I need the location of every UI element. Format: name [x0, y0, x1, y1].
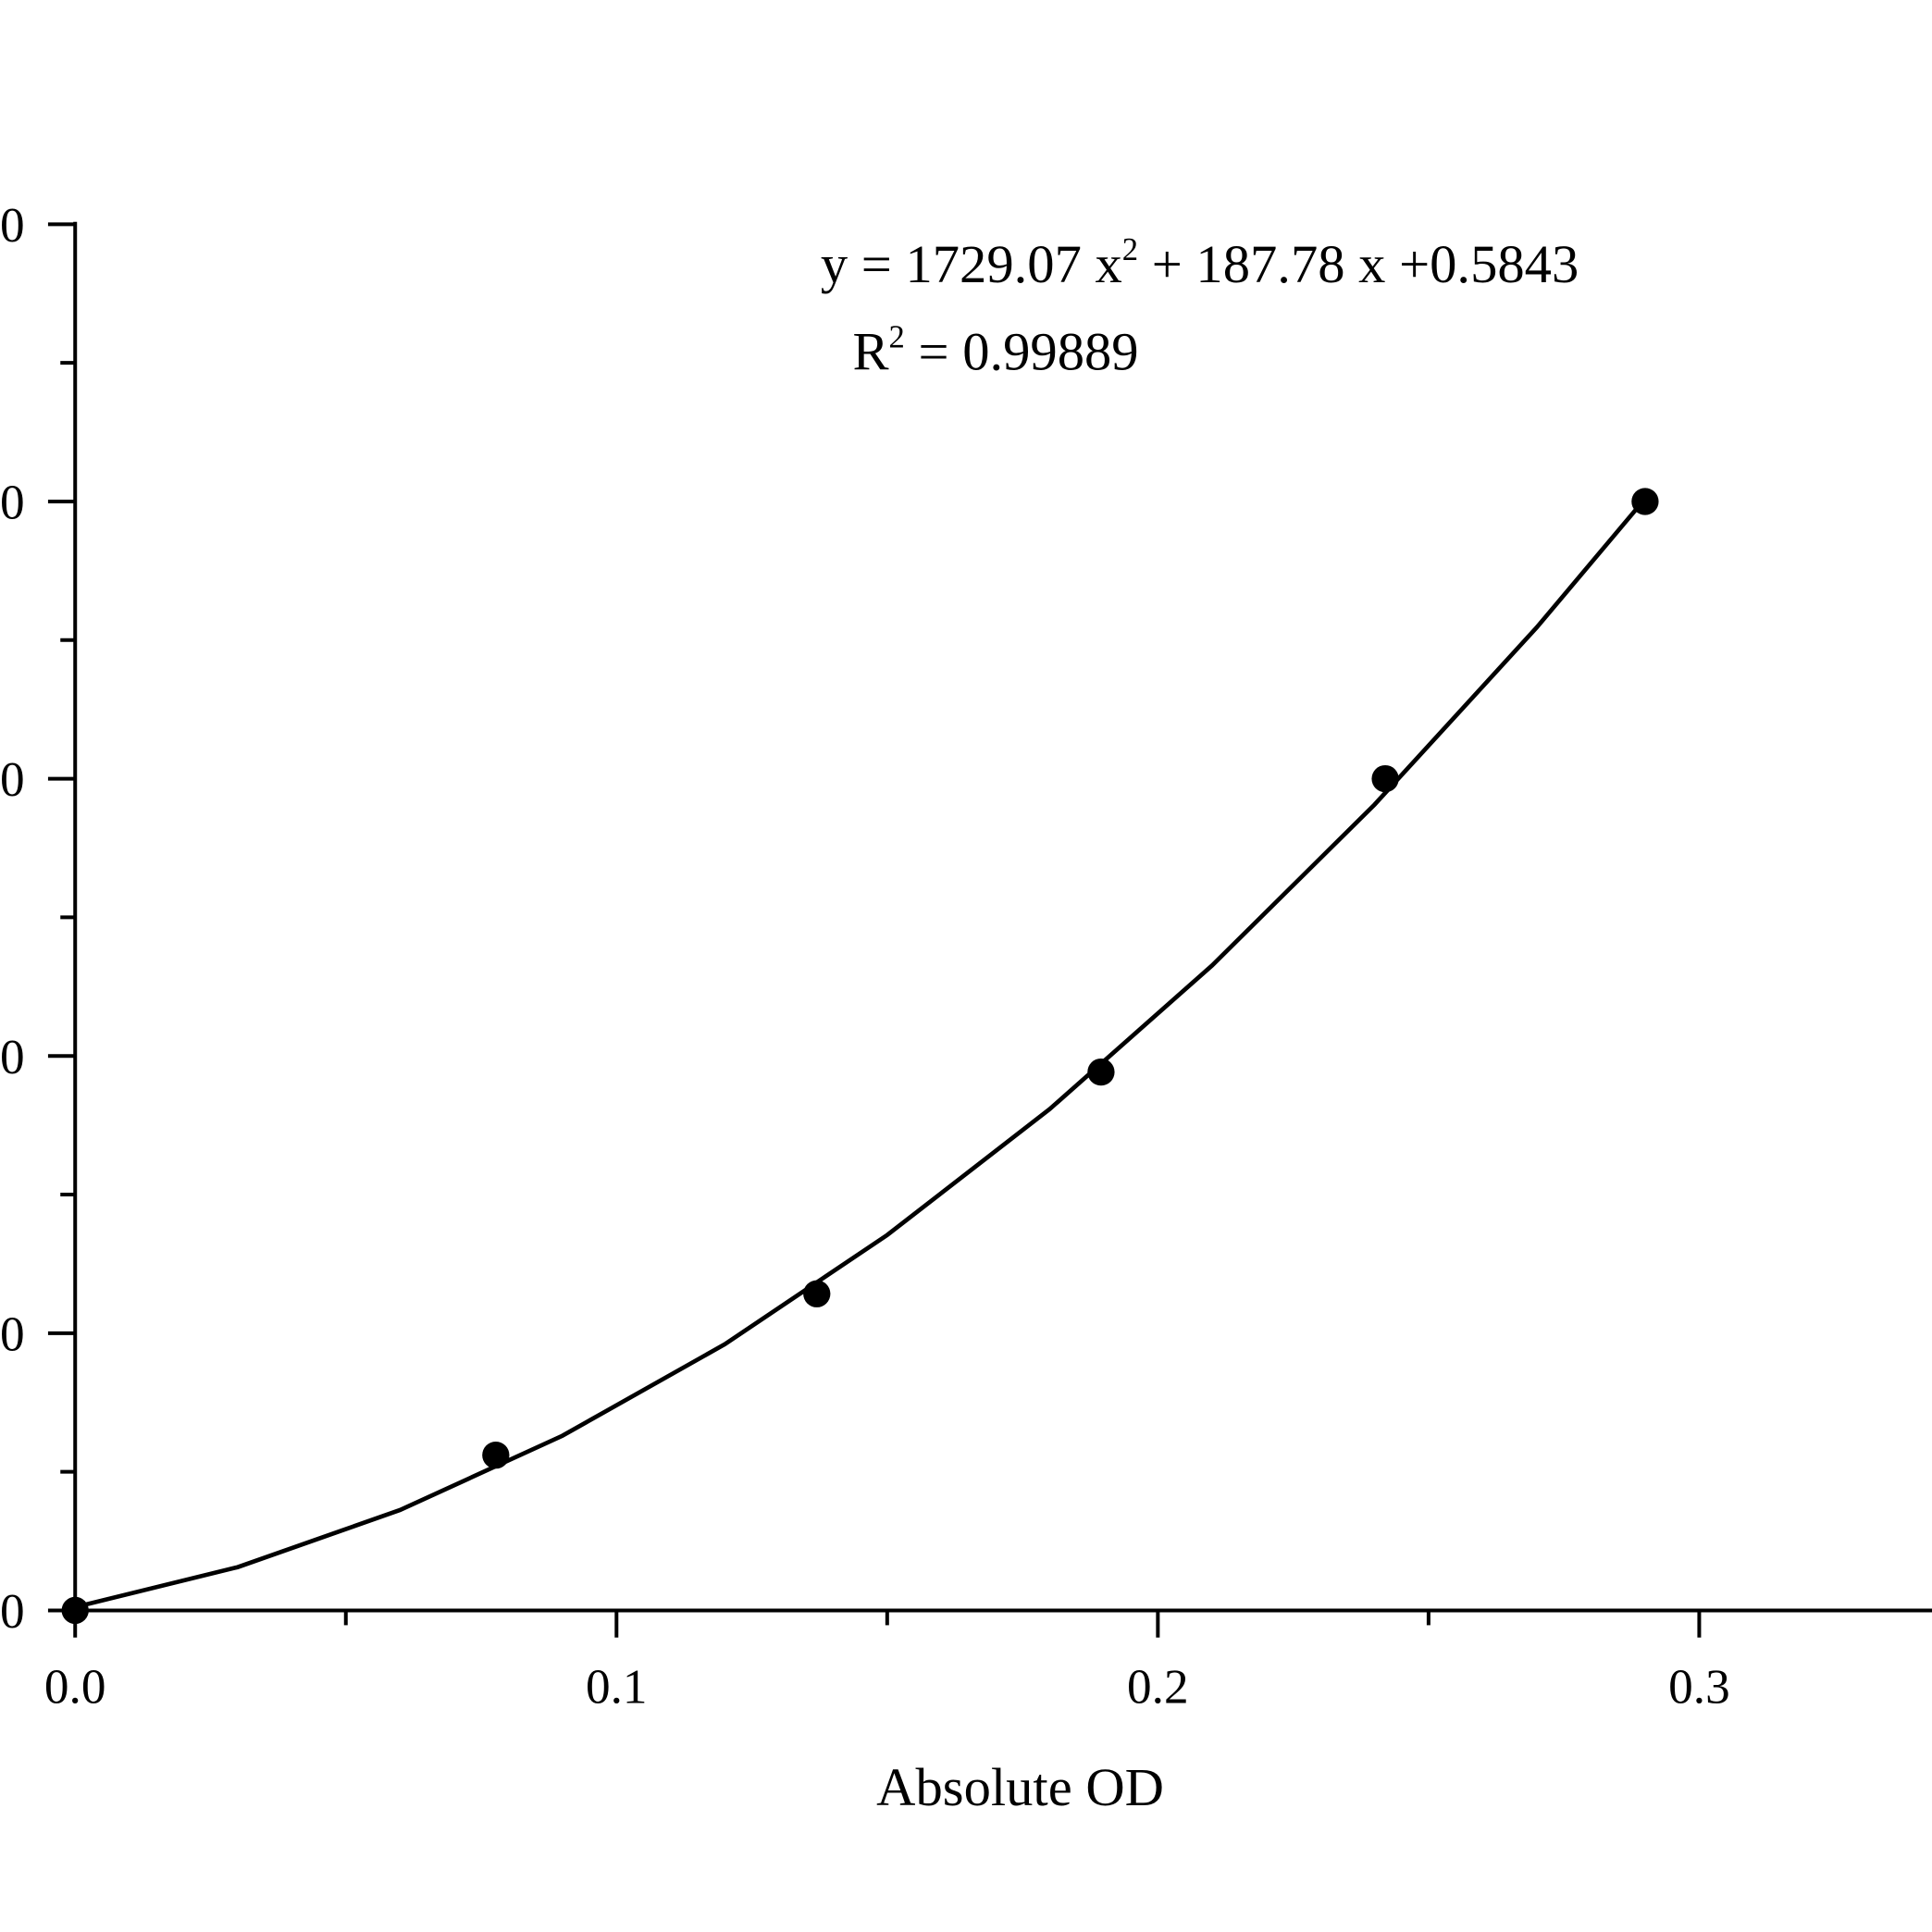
- x-tick-label: 0.3: [1668, 1659, 1730, 1714]
- data-point: [61, 1596, 89, 1625]
- data-point: [482, 1442, 510, 1469]
- y-tick-label: 200: [0, 476, 25, 530]
- x-tick-label: 0.0: [44, 1659, 106, 1714]
- annotation-part: = 0.99889: [905, 321, 1139, 381]
- annotation-part: y = 1729.07 x: [821, 234, 1122, 294]
- y-tick-label: 50: [0, 1307, 25, 1361]
- x-tick-label: 0.2: [1127, 1659, 1189, 1714]
- annotation-part: 2: [1122, 232, 1138, 267]
- annotation-part: R: [852, 321, 888, 381]
- x-axis-label: Absolute OD: [876, 1757, 1164, 1817]
- y-tick-label: 250: [0, 198, 25, 253]
- data-point: [1371, 764, 1399, 793]
- annotation-part: + 187.78 x +0.5843: [1138, 234, 1579, 294]
- fit-equation: y = 1729.07 x2 + 187.78 x +0.5843: [821, 232, 1579, 294]
- data-point: [1631, 488, 1659, 515]
- y-tick-label: 100: [0, 1030, 25, 1084]
- fit-curve: [74, 497, 1647, 1610]
- r-squared: R2 = 0.99889: [852, 320, 1138, 382]
- data-point: [803, 1280, 831, 1307]
- y-tick-label: 0: [0, 1584, 25, 1639]
- data-point: [1087, 1058, 1115, 1086]
- x-tick-label: 0.1: [586, 1659, 648, 1714]
- annotation-part: 2: [889, 320, 905, 355]
- y-tick-label: 150: [0, 752, 25, 807]
